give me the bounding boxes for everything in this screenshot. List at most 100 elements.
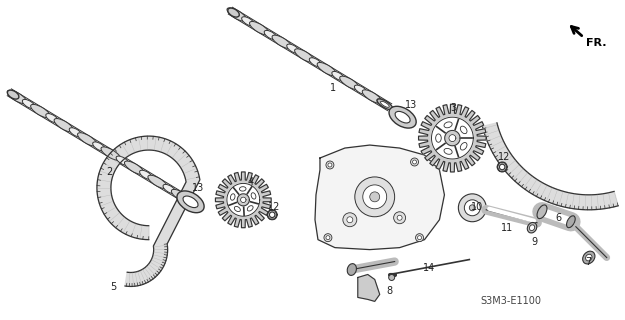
Polygon shape	[482, 123, 618, 210]
Ellipse shape	[8, 90, 27, 104]
Circle shape	[389, 275, 394, 280]
Text: 2: 2	[106, 167, 112, 177]
Circle shape	[498, 162, 507, 172]
Ellipse shape	[582, 251, 595, 264]
Ellipse shape	[228, 8, 239, 17]
Polygon shape	[216, 172, 271, 228]
Ellipse shape	[294, 49, 314, 62]
Text: 8: 8	[387, 286, 392, 296]
Ellipse shape	[183, 196, 198, 208]
Ellipse shape	[528, 222, 537, 233]
Ellipse shape	[177, 191, 204, 213]
Ellipse shape	[46, 114, 59, 123]
Ellipse shape	[227, 8, 246, 21]
Ellipse shape	[354, 85, 367, 94]
Ellipse shape	[381, 101, 389, 107]
Ellipse shape	[377, 99, 392, 110]
Polygon shape	[419, 104, 486, 172]
Text: 1: 1	[330, 83, 336, 93]
Text: 13: 13	[192, 183, 204, 193]
Text: 13: 13	[406, 100, 418, 110]
Text: 3: 3	[451, 103, 456, 113]
Circle shape	[347, 217, 353, 223]
Text: FR.: FR.	[586, 37, 606, 47]
Circle shape	[324, 234, 332, 242]
Ellipse shape	[31, 104, 50, 118]
Ellipse shape	[377, 99, 389, 108]
Ellipse shape	[395, 111, 410, 123]
Ellipse shape	[249, 21, 269, 35]
Ellipse shape	[444, 122, 452, 128]
Ellipse shape	[264, 30, 277, 40]
Text: 7: 7	[586, 257, 592, 267]
Ellipse shape	[234, 206, 241, 212]
Circle shape	[464, 200, 480, 216]
Circle shape	[411, 158, 419, 166]
Polygon shape	[97, 136, 200, 286]
Text: 11: 11	[501, 223, 513, 233]
Text: 12: 12	[498, 152, 511, 162]
Circle shape	[355, 177, 394, 217]
Ellipse shape	[272, 35, 292, 49]
Circle shape	[370, 192, 380, 202]
Text: 14: 14	[423, 262, 436, 273]
Circle shape	[416, 234, 424, 242]
Ellipse shape	[124, 161, 144, 174]
Ellipse shape	[287, 44, 299, 53]
Ellipse shape	[461, 126, 467, 134]
Ellipse shape	[436, 134, 441, 142]
Ellipse shape	[239, 187, 246, 191]
Ellipse shape	[529, 225, 534, 231]
Text: 9: 9	[531, 237, 537, 247]
Circle shape	[326, 161, 334, 169]
Polygon shape	[445, 131, 460, 146]
Polygon shape	[241, 197, 246, 203]
Ellipse shape	[171, 189, 191, 203]
Ellipse shape	[348, 264, 356, 276]
Ellipse shape	[69, 128, 82, 137]
Ellipse shape	[309, 58, 322, 67]
Ellipse shape	[362, 90, 382, 103]
Polygon shape	[227, 183, 260, 216]
Ellipse shape	[54, 118, 74, 132]
Ellipse shape	[148, 175, 168, 188]
Ellipse shape	[389, 106, 416, 128]
Text: 12: 12	[268, 202, 281, 212]
Circle shape	[499, 164, 505, 170]
Text: 6: 6	[556, 213, 562, 223]
Circle shape	[268, 210, 277, 220]
Ellipse shape	[191, 201, 199, 207]
Ellipse shape	[340, 76, 359, 90]
Ellipse shape	[101, 147, 121, 160]
Ellipse shape	[186, 199, 199, 208]
Ellipse shape	[163, 184, 176, 194]
Ellipse shape	[139, 170, 152, 180]
Text: 4: 4	[248, 177, 253, 187]
Ellipse shape	[78, 133, 97, 146]
Polygon shape	[357, 275, 380, 301]
Ellipse shape	[116, 156, 129, 165]
Circle shape	[397, 215, 402, 220]
Ellipse shape	[461, 142, 467, 150]
Ellipse shape	[251, 193, 256, 199]
Polygon shape	[431, 117, 473, 159]
Circle shape	[269, 212, 275, 218]
Text: S3M3-E1100: S3M3-E1100	[481, 296, 542, 306]
Text: 10: 10	[471, 202, 483, 212]
Text: 5: 5	[110, 283, 116, 292]
Circle shape	[412, 160, 416, 164]
Circle shape	[469, 205, 475, 211]
Polygon shape	[449, 135, 456, 141]
Circle shape	[326, 236, 330, 240]
Circle shape	[458, 194, 486, 222]
Circle shape	[394, 212, 406, 224]
Ellipse shape	[332, 71, 344, 81]
Ellipse shape	[231, 194, 235, 200]
Circle shape	[328, 163, 332, 167]
Ellipse shape	[242, 17, 254, 26]
Ellipse shape	[317, 62, 337, 76]
Ellipse shape	[187, 199, 202, 210]
Ellipse shape	[22, 100, 35, 108]
Ellipse shape	[586, 254, 592, 261]
Ellipse shape	[92, 142, 106, 151]
